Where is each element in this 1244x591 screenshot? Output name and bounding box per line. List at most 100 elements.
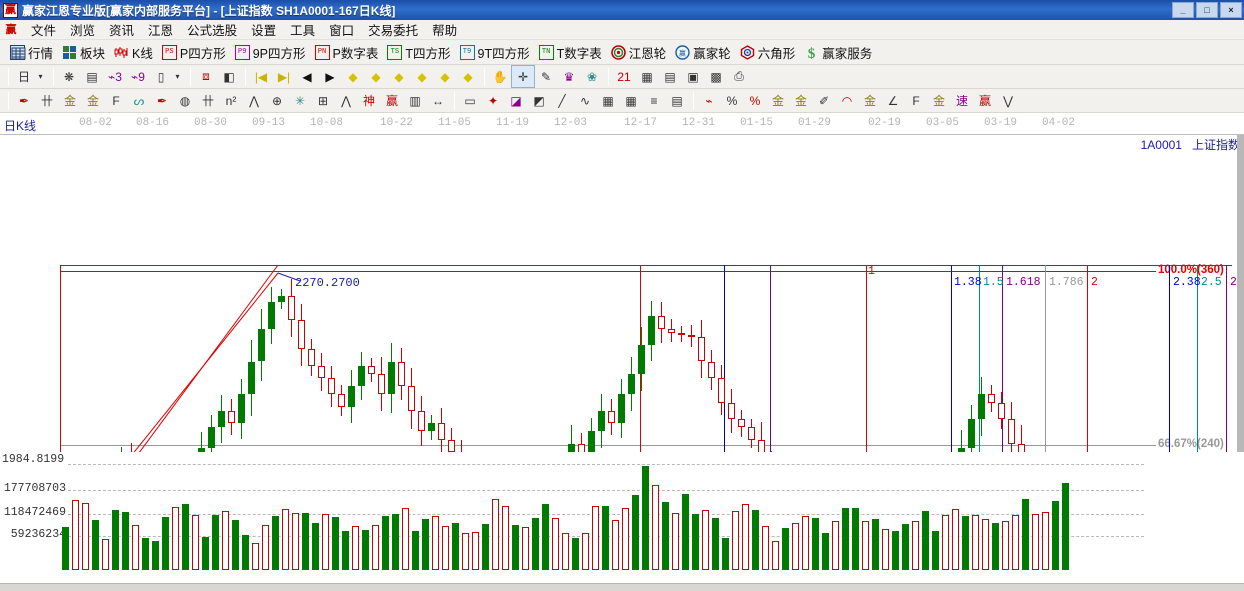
- ruler-icon[interactable]: ▤: [666, 90, 688, 111]
- box-grid-icon[interactable]: ⊞: [312, 90, 334, 111]
- volume-panel[interactable]: 1984.8199 177708703 118472469 59236234: [0, 452, 1244, 584]
- fan-mesh-icon[interactable]: ◩: [528, 90, 550, 111]
- shrink-icon[interactable]: ◆: [457, 66, 479, 87]
- last-tool-icon[interactable]: ⋁: [997, 90, 1019, 111]
- save-image-icon[interactable]: ▣: [682, 66, 704, 87]
- f-level-icon[interactable]: F: [905, 90, 927, 111]
- spiral-cycle-icon[interactable]: ᔕ: [128, 90, 150, 111]
- rect-select-icon[interactable]: ▭: [459, 90, 481, 111]
- time-cycle-f-icon[interactable]: F: [105, 90, 127, 111]
- wave9-icon[interactable]: ⌁9: [127, 66, 149, 87]
- next-icon[interactable]: ▶: [319, 66, 341, 87]
- toolbar-sector-button[interactable]: 板块: [58, 42, 109, 63]
- crosshair-tool-icon[interactable]: ✛: [511, 65, 535, 88]
- pen-level-icon[interactable]: ✐: [813, 90, 835, 111]
- menu-item-tools[interactable]: 工具: [290, 24, 316, 38]
- gold-slope-icon[interactable]: 金: [928, 90, 950, 111]
- candle-style-icon[interactable]: ▯: [150, 66, 172, 87]
- menu-item-help[interactable]: 帮助: [432, 24, 458, 38]
- arc-red-icon[interactable]: ◠: [836, 90, 858, 111]
- menu-item-file[interactable]: 文件: [31, 24, 57, 38]
- calendar-period-icon[interactable]: 日: [13, 66, 35, 87]
- percent-level-icon[interactable]: %: [744, 90, 766, 111]
- percent-fib-icon[interactable]: ⌁: [698, 90, 720, 111]
- toolbar-p-number-table-button[interactable]: PN P数字表: [311, 42, 383, 63]
- maximize-button[interactable]: □: [1196, 2, 1218, 18]
- gold-level-icon[interactable]: 金: [790, 90, 812, 111]
- gold-ratio-2-icon[interactable]: 金: [82, 90, 104, 111]
- gold-circle-icon[interactable]: 金: [767, 90, 789, 111]
- toolbar-service-button[interactable]: $ 赢家服务: [800, 42, 876, 63]
- angle-level-icon[interactable]: ∠: [882, 90, 904, 111]
- menu-item-settings[interactable]: 设置: [251, 24, 277, 38]
- toolbar-kline-button[interactable]: K线: [110, 42, 157, 63]
- toolbar-p-square-button[interactable]: PS P四方形: [158, 42, 230, 63]
- grid-lines-icon[interactable]: 卄: [36, 90, 58, 111]
- menu-item-window[interactable]: 窗口: [329, 24, 355, 38]
- toolbar-hexagon-button[interactable]: 六角形: [736, 42, 800, 63]
- gann-angle-icon[interactable]: ✒: [151, 90, 173, 111]
- menu-item-trade[interactable]: 交易委托: [368, 24, 419, 38]
- volume-profile-icon[interactable]: ◧: [218, 66, 240, 87]
- measure-icon[interactable]: ↔: [427, 90, 449, 111]
- menu-item-gann[interactable]: 江恩: [148, 24, 174, 38]
- fan-red-icon[interactable]: ✦: [482, 90, 504, 111]
- network-icon[interactable]: ▩: [705, 66, 727, 87]
- square-n2-icon[interactable]: n²: [220, 90, 242, 111]
- grid-lines-2-icon[interactable]: 卄: [197, 90, 219, 111]
- toolbar-gann-wheel-button[interactable]: 江恩轮: [607, 42, 671, 63]
- wave3-icon[interactable]: ⌁3: [104, 66, 126, 87]
- chart-scrollbar[interactable]: [1237, 135, 1244, 565]
- pattern-scan-icon[interactable]: ⧈: [195, 66, 217, 87]
- minimize-button[interactable]: _: [1172, 2, 1194, 18]
- clipboard-icon[interactable]: ▤: [81, 66, 103, 87]
- toolbar-9p-square-button[interactable]: P9 9P四方形: [231, 42, 310, 63]
- gold-ratio-1-icon[interactable]: 金: [59, 90, 81, 111]
- ying-slope-icon[interactable]: 赢: [974, 90, 996, 111]
- close-button[interactable]: ×: [1220, 2, 1242, 18]
- crosshair-circle-icon[interactable]: ⊕: [266, 90, 288, 111]
- trend-line-icon[interactable]: ╱: [551, 90, 573, 111]
- zoom-left-icon[interactable]: ◆: [342, 66, 364, 87]
- last-page-icon[interactable]: ▶|: [273, 66, 295, 87]
- overlay-chart-icon[interactable]: ❋: [58, 66, 80, 87]
- zoom-right-icon[interactable]: ◆: [365, 66, 387, 87]
- ladder-icon[interactable]: ▥: [404, 90, 426, 111]
- grid-square-icon[interactable]: ▦: [597, 90, 619, 111]
- zoom-out-icon[interactable]: ◆: [411, 66, 433, 87]
- zoom-in-icon[interactable]: ◆: [388, 66, 410, 87]
- toolbar-t-square-button[interactable]: TS T四方形: [383, 42, 454, 63]
- menu-item-formula-screen[interactable]: 公式选股: [187, 24, 238, 38]
- speed-line-icon[interactable]: 速: [951, 90, 973, 111]
- print-icon[interactable]: ⎙: [728, 66, 750, 87]
- zigzag-icon[interactable]: ∿: [574, 90, 596, 111]
- brain-analysis-icon[interactable]: ❀: [581, 66, 603, 87]
- first-page-icon[interactable]: |◀: [250, 66, 272, 87]
- gold-arc-icon[interactable]: 金: [859, 90, 881, 111]
- prev-icon[interactable]: ◀: [296, 66, 318, 87]
- percent-icon[interactable]: %: [721, 90, 743, 111]
- fan-lines-icon[interactable]: ⋀: [243, 90, 265, 111]
- calendar-21-icon[interactable]: 21: [613, 66, 635, 87]
- crown-marker-icon[interactable]: ♛: [558, 66, 580, 87]
- period-dropdown-icon[interactable]: ▾: [36, 66, 48, 87]
- parallel-lines-icon[interactable]: ≡: [643, 90, 665, 111]
- candle-dropdown-icon[interactable]: ▾: [173, 66, 185, 87]
- notes-icon[interactable]: ▤: [659, 66, 681, 87]
- expand-icon[interactable]: ◆: [434, 66, 456, 87]
- toolbar-t-number-table-button[interactable]: TN T数字表: [535, 42, 606, 63]
- fan-purple-icon[interactable]: ◪: [505, 90, 527, 111]
- calculator-icon[interactable]: ▦: [636, 66, 658, 87]
- ying-icon[interactable]: 赢: [381, 90, 403, 111]
- hand-tool-icon[interactable]: ✋: [489, 66, 511, 87]
- menu-item-news[interactable]: 资讯: [109, 24, 135, 38]
- toolbar-quote-button[interactable]: 行情: [6, 42, 57, 63]
- gann-fan-tool-icon[interactable]: ✒: [13, 90, 35, 111]
- grid-square-2-icon[interactable]: ▦: [620, 90, 642, 111]
- shen-icon[interactable]: 神: [358, 90, 380, 111]
- circle-cycle-icon[interactable]: ◍: [174, 90, 196, 111]
- toolbar-9t-square-button[interactable]: T9 9T四方形: [456, 42, 534, 63]
- toolbar-winner-wheel-button[interactable]: 赢 赢家轮: [671, 42, 735, 63]
- wave-mark-icon[interactable]: ⋀: [335, 90, 357, 111]
- menu-item-browse[interactable]: 浏览: [70, 24, 96, 38]
